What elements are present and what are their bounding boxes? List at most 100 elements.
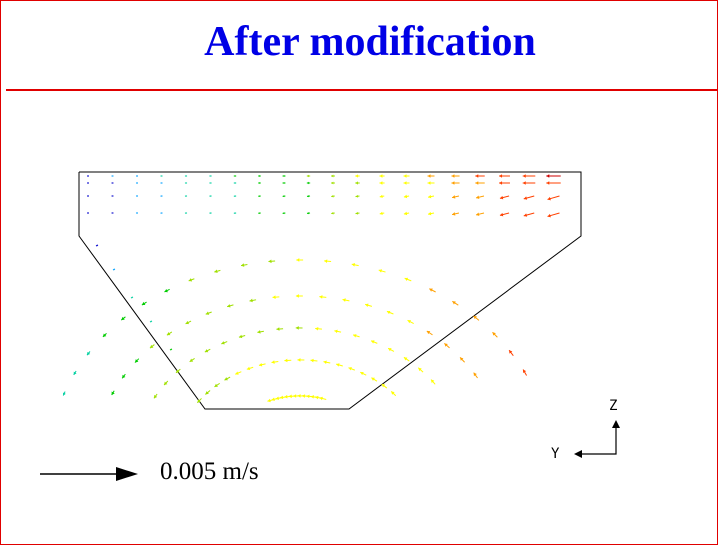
- axis-triad: [574, 420, 620, 458]
- velocity-vector: [351, 263, 359, 267]
- velocity-vector: [235, 371, 242, 375]
- velocity-vector: [546, 181, 561, 185]
- velocity-vector-head: [295, 294, 299, 298]
- velocity-vector-head: [87, 195, 89, 197]
- velocity-vector: [284, 358, 292, 363]
- velocity-vector-head: [175, 369, 180, 373]
- velocity-vector-head: [403, 181, 407, 185]
- velocity-vector-head: [403, 357, 408, 361]
- velocity-vector-head: [431, 379, 435, 383]
- velocity-vector: [379, 194, 385, 198]
- velocity-vector-head: [315, 326, 319, 331]
- velocity-vector: [403, 356, 410, 362]
- velocity-vector: [429, 288, 436, 293]
- velocity-vector: [371, 377, 378, 382]
- velocity-vector-head: [73, 371, 77, 375]
- velocity-vector: [499, 174, 510, 178]
- velocity-vector: [306, 212, 311, 215]
- velocity-vector: [163, 380, 169, 386]
- velocity-vector-head: [319, 396, 323, 401]
- velocity-vector-head: [153, 394, 158, 399]
- velocity-vector-head: [460, 357, 464, 361]
- velocity-vector-head: [86, 351, 91, 356]
- velocity-vector-head: [189, 358, 194, 362]
- velocity-vector: [508, 349, 514, 357]
- velocity-vector-head: [271, 397, 275, 402]
- velocity-vector-head: [475, 181, 479, 185]
- velocity-vector: [473, 372, 478, 379]
- velocity-vector-head: [164, 381, 168, 386]
- velocity-vector-head: [391, 391, 395, 395]
- velocity-vector-head: [258, 195, 260, 198]
- velocity-vector-head: [522, 174, 526, 178]
- velocity-vector: [257, 330, 264, 334]
- velocity-vector: [403, 181, 410, 185]
- velocity-vector-head: [87, 212, 89, 214]
- velocity-vector-head: [268, 259, 272, 264]
- velocity-vector: [249, 298, 257, 303]
- velocity-vector: [153, 393, 158, 399]
- velocity-vector-head: [113, 268, 115, 271]
- velocity-vector-head: [523, 196, 528, 200]
- velocity-vector-head: [214, 269, 218, 274]
- velocity-vector-head: [209, 182, 211, 184]
- velocity-vector: [238, 334, 246, 339]
- velocity-vector: [355, 211, 360, 215]
- velocity-vector-head: [546, 174, 550, 178]
- velocity-vector: [87, 195, 89, 197]
- velocity-vectors: [62, 174, 561, 404]
- velocity-vector: [209, 212, 212, 214]
- velocity-vector-head: [184, 195, 187, 197]
- velocity-vector: [102, 333, 107, 338]
- velocity-vector: [306, 195, 311, 198]
- velocity-vector: [342, 298, 350, 302]
- velocity-vector: [370, 340, 378, 344]
- velocity-vector-head: [241, 263, 245, 267]
- domain-boundary: [78, 171, 582, 410]
- velocity-vector-head: [293, 394, 297, 398]
- velocity-vector-head: [427, 174, 431, 178]
- velocity-vector-head: [379, 194, 383, 198]
- velocity-vector-head: [379, 211, 383, 215]
- velocity-vector-head: [547, 196, 551, 201]
- velocity-vector-head: [166, 332, 171, 336]
- velocity-vector-head: [121, 316, 125, 321]
- velocity-vector-head: [96, 244, 98, 247]
- velocity-vector-head: [135, 175, 138, 177]
- velocity-vector: [355, 194, 360, 198]
- velocity-vector: [135, 175, 139, 177]
- velocity-vector-head: [205, 391, 209, 395]
- velocity-vector: [160, 212, 163, 214]
- velocity-vector: [295, 294, 303, 298]
- velocity-vector-head: [258, 212, 260, 215]
- velocity-vector-head: [404, 277, 409, 282]
- velocity-vector: [189, 358, 195, 363]
- velocity-vector: [451, 212, 460, 216]
- velocity-vector: [379, 174, 385, 178]
- velocity-vector-head: [276, 327, 280, 331]
- velocity-vector: [323, 360, 331, 364]
- velocity-vector: [135, 182, 139, 184]
- velocity-vector: [475, 195, 485, 199]
- velocity-vector: [87, 212, 89, 214]
- velocity-vector-head: [547, 213, 551, 218]
- velocity-vector: [227, 304, 234, 308]
- velocity-vector-head: [475, 174, 479, 178]
- velocity-vector: [185, 320, 192, 325]
- velocity-vector: [295, 326, 303, 330]
- velocity-vector: [475, 174, 485, 178]
- velocity-vector-head: [275, 396, 280, 401]
- velocity-vector-head: [306, 195, 309, 198]
- velocity-vector-head: [451, 181, 455, 185]
- velocity-vector-head: [111, 182, 113, 184]
- velocity-vector: [451, 174, 460, 178]
- velocity-vector-head: [297, 394, 301, 398]
- domain-outline: [78, 171, 582, 410]
- velocity-vector: [160, 182, 163, 184]
- velocity-vector: [417, 367, 424, 373]
- velocity-vector: [324, 259, 332, 263]
- velocity-vector: [331, 194, 335, 198]
- velocity-vector: [522, 174, 536, 178]
- velocity-vector: [184, 182, 188, 184]
- velocity-vector-head: [297, 358, 301, 362]
